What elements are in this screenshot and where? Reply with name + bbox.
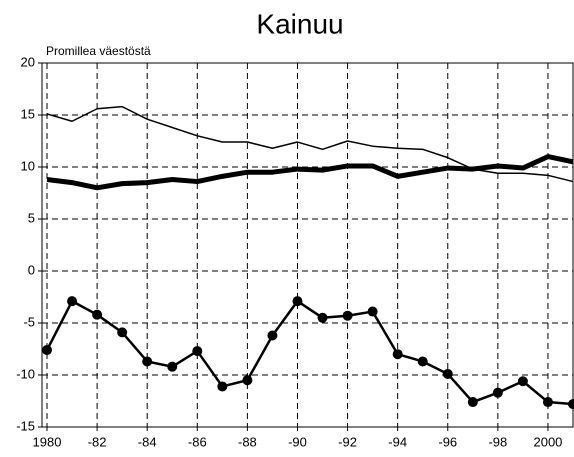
data-point [367,306,378,317]
data-line [45,299,574,406]
data-point [342,310,353,321]
x-tick-label: -82 [88,434,107,449]
data-point [492,387,503,398]
data-point [542,397,553,408]
data-point [242,375,253,386]
data-point [117,327,128,338]
x-tick-label: -88 [238,434,257,449]
y-tick-label: 15 [21,106,35,121]
x-tick-label: -98 [488,434,507,449]
data-point [517,376,528,387]
plot-frame [41,62,574,428]
x-tick-label: 2000 [533,434,562,449]
x-tick-label: -90 [288,434,307,449]
x-tick-label: 1980 [33,434,62,449]
y-tick-label: -5 [23,314,35,329]
y-tick-label: 20 [21,54,35,69]
data-point [192,346,203,357]
x-tick-label: -94 [388,434,407,449]
data-point [267,330,278,341]
y-tick-label: 0 [28,262,35,277]
data-line [46,105,574,183]
chart-title: Kainuu [256,8,343,39]
data-point [417,356,428,367]
data-point [67,296,78,307]
y-tick-label: -15 [16,418,35,433]
y-tick-label: 10 [21,158,35,173]
y-tick-label: 5 [28,210,35,225]
data-point [392,349,403,360]
y-axis-label: Promillea väestöstä [46,44,151,58]
data-line [46,154,574,191]
data-point [292,296,303,307]
x-tick-label: -96 [438,434,457,449]
data-point [467,397,478,408]
x-tick-label: -84 [138,434,157,449]
data-point [167,361,178,372]
data-point [217,381,228,392]
data-point [42,345,53,356]
data-point [568,399,574,410]
data-point [92,309,103,320]
data-point [142,356,153,367]
x-tick-label: -86 [188,434,207,449]
y-tick-label: -10 [16,366,35,381]
data-point [317,312,328,323]
x-tick-label: -92 [338,434,357,449]
data-point [442,368,453,379]
